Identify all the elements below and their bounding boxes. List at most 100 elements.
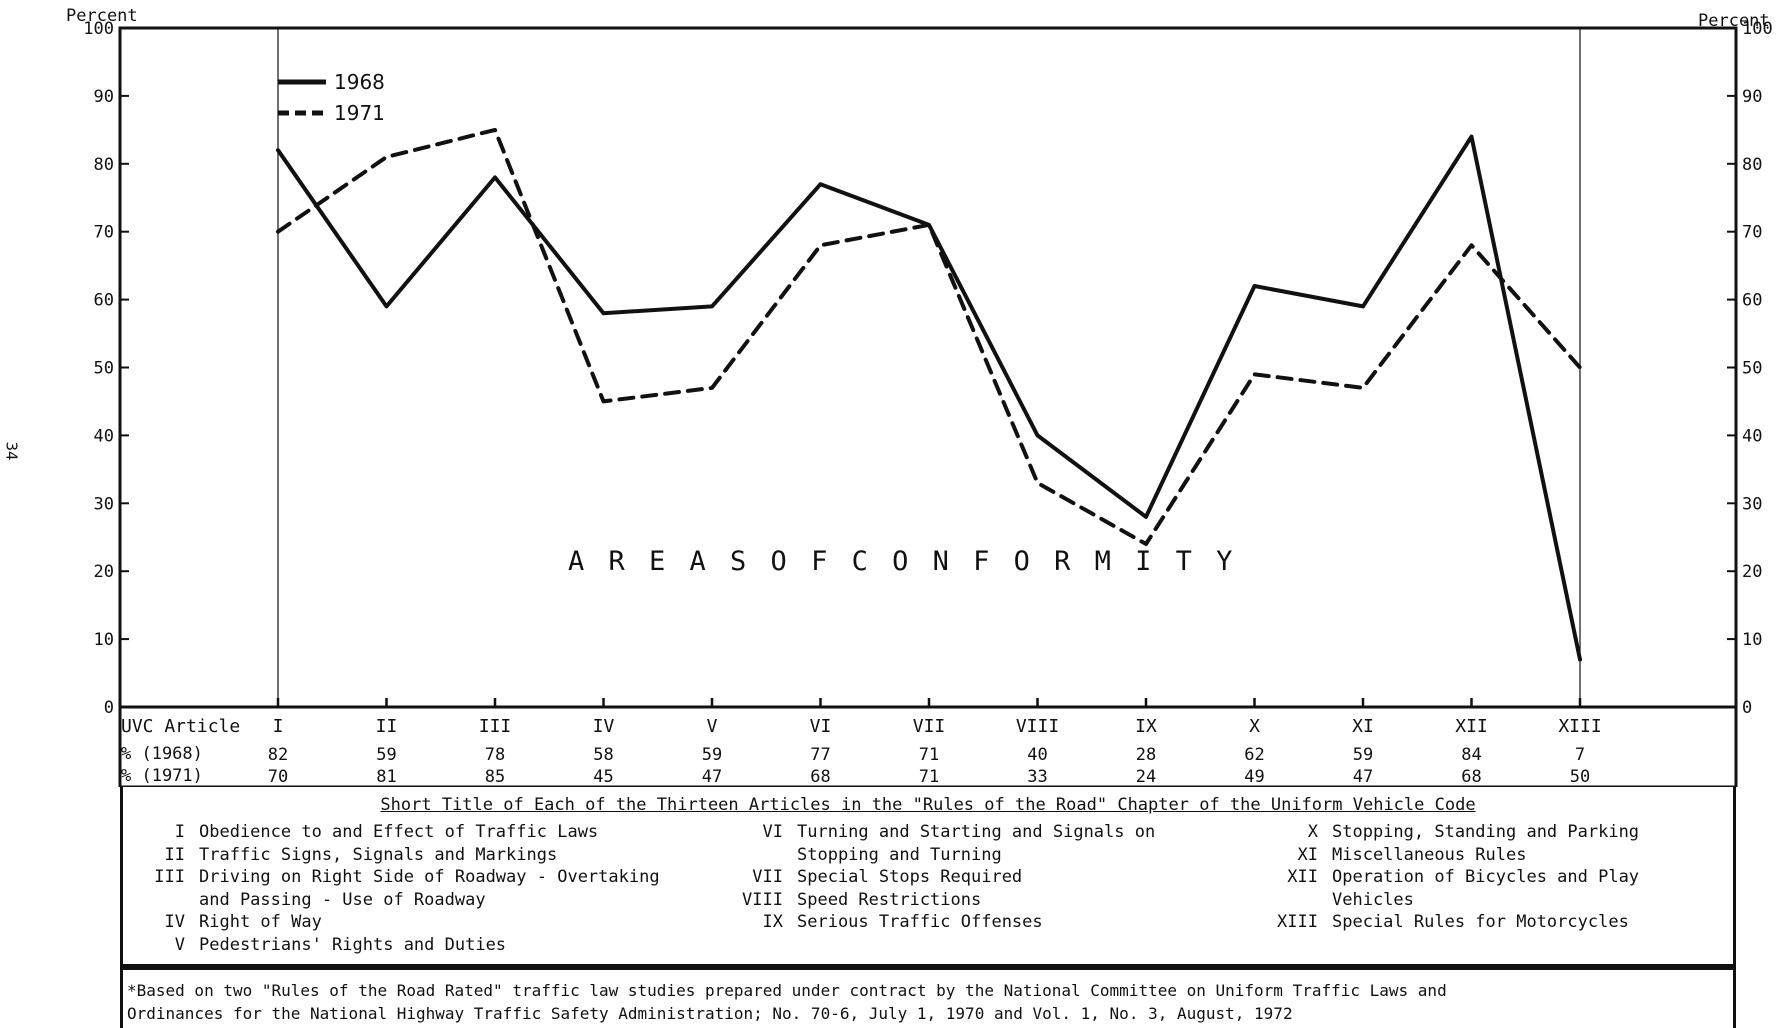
table-1971-value: 49 <box>1244 767 1264 787</box>
table-article-V: V <box>707 716 718 737</box>
legend-entry-number <box>718 844 797 867</box>
legend-entry: and Passing - Use of Roadway <box>123 889 660 912</box>
y-tick-label-left: 70 <box>94 223 114 243</box>
legend-entry: X Stopping, Standing and Parking <box>1243 821 1639 844</box>
legend-entry-number: IX <box>762 912 783 932</box>
legend-entry-text: Turning and Starting and Signals on <box>797 822 1156 842</box>
legend-entry: XII Operation of Bicycles and Play <box>1243 866 1639 889</box>
series-line-1971 <box>276 127 1582 546</box>
y-tick-label-right: 0 <box>1742 698 1752 718</box>
legend-entry-number <box>1243 889 1332 912</box>
table-1971-value: 68 <box>1461 767 1481 787</box>
legend-entry-number: IV <box>164 912 185 932</box>
legend-column-3: X Stopping, Standing and Parking XI Miscell… <box>1243 821 1639 934</box>
table-article-XI: XI <box>1352 716 1374 737</box>
table-1968-value: 77 <box>810 745 830 765</box>
legend-entry: Stopping and Turning <box>718 844 1155 867</box>
y-tick-label-left: 30 <box>94 494 114 514</box>
legend-entry-text: Driving on Right Side of Roadway - Overt… <box>199 867 660 887</box>
table-1968-value: 59 <box>702 745 722 765</box>
table-1968-value: 7 <box>1575 745 1585 765</box>
y-tick-label-right: 80 <box>1742 155 1762 175</box>
table-1968-value: 84 <box>1461 745 1481 765</box>
table-1971-value: 47 <box>702 767 722 787</box>
legend-label-1971: 1971 <box>334 101 385 125</box>
y-tick-label-right: 70 <box>1742 223 1762 243</box>
legend-entry: II Traffic Signs, Signals and Markings <box>123 844 660 867</box>
legend-entry-text: Special Stops Required <box>797 867 1023 887</box>
y-axis-label-right: Percent <box>1698 11 1770 31</box>
legend-entry-text: Obedience to and Effect of Traffic Laws <box>199 822 599 842</box>
y-tick-label-left: 90 <box>94 87 114 107</box>
table-article-X: X <box>1249 716 1260 737</box>
table-1971-value: 81 <box>376 767 396 787</box>
footnote-text: *Based on two "Rules of the Road Rated" … <box>127 979 1447 1025</box>
y-tick-label-left: 0 <box>104 698 114 718</box>
legend-entry-text: Speed Restrictions <box>797 889 982 910</box>
y-tick-label-right: 100 <box>1742 19 1773 39</box>
legend-entry-number: XIII <box>1277 912 1318 932</box>
table-article-II: II <box>376 716 398 737</box>
legend-entry-text: Special Rules for Motorcycles <box>1332 912 1629 932</box>
legend-column-1: I Obedience to and Effect of Traffic Laws… <box>123 821 660 957</box>
legend-entry-number: XII <box>1287 867 1318 887</box>
y-tick-label-right: 30 <box>1742 494 1762 514</box>
y-tick-label-right: 40 <box>1742 426 1762 446</box>
legend-entry: IX Serious Traffic Offenses <box>718 911 1155 934</box>
table-1971-value: 50 <box>1570 767 1590 787</box>
line-chart: 0 0 10 10 20 20 30 30 40 40 50 50 60 60 70 70 80 80 90 90 10… <box>66 6 1773 787</box>
table-article-I: I <box>273 716 284 737</box>
table-article-VII: VII <box>913 716 946 737</box>
y-tick-label-left: 20 <box>94 562 114 582</box>
legend-entry: IV Right of Way <box>123 911 660 934</box>
y-tick-label-left: 10 <box>94 630 114 650</box>
table-article-XII: XII <box>1455 716 1488 737</box>
footnote-box: *Based on two "Rules of the Road Rated" … <box>120 967 1736 1028</box>
legend-entry: XI Miscellaneous Rules <box>1243 844 1639 867</box>
legend-entry-number: II <box>164 844 185 865</box>
table-1968-value: 59 <box>376 745 396 765</box>
legend-entry: VII Special Stops Required <box>718 866 1155 889</box>
legend-entry-number: X <box>1307 822 1318 842</box>
y-tick-label-right: 90 <box>1742 87 1762 107</box>
table-1971-value: 71 <box>919 767 939 787</box>
legend-entry-number <box>123 889 199 912</box>
legend-entry-text: Stopping, Standing and Parking <box>1332 822 1640 842</box>
table-1971-value: 45 <box>593 767 613 787</box>
legend-entry-text: Stopping and Turning <box>797 844 1002 865</box>
table-1968-value: 62 <box>1244 745 1264 765</box>
table-header-label: UVC Article <box>121 716 240 737</box>
y-tick-label-right: 50 <box>1742 359 1762 379</box>
legend-entry: III Driving on Right Side of Roadway - Ov… <box>123 866 660 889</box>
table-1971-value: 33 <box>1027 767 1047 787</box>
legend-entry: XIII Special Rules for Motorcycles <box>1243 911 1639 934</box>
legend-column-2: VI Turning and Starting and Signals on Sto… <box>718 821 1155 934</box>
legend-entry-text: Right of Way <box>199 912 322 932</box>
y-tick-label-left: 60 <box>94 291 114 311</box>
legend-title: Short Title of Each of the Thirteen Arti… <box>380 795 1476 815</box>
legend-entry: I Obedience to and Effect of Traffic Laws <box>123 821 660 844</box>
legend-entry-text: and Passing - Use of Roadway <box>199 889 486 910</box>
table-1968-value: 40 <box>1027 745 1047 765</box>
table-article-VIII: VIII <box>1016 716 1059 737</box>
legend-entry-number: VII <box>752 867 783 887</box>
legend-entry-text: Miscellaneous Rules <box>1332 844 1527 865</box>
legend-entry-number: I <box>174 822 185 842</box>
table-1968-value: 82 <box>268 745 288 765</box>
table-1971-value: 85 <box>485 767 505 787</box>
y-tick-label-left: 80 <box>94 155 114 175</box>
legend-entry: V Pedestrians' Rights and Duties <box>123 934 660 957</box>
table-1968-value: 78 <box>485 745 505 765</box>
table-1968-value: 71 <box>919 745 939 765</box>
y-tick-label-left: 100 <box>83 19 114 39</box>
legend-entry-number: XI <box>1297 844 1318 865</box>
legend-entry-number: VI <box>762 822 783 842</box>
table-article-VI: VI <box>810 716 832 737</box>
table-article-IV: IV <box>593 716 615 737</box>
footnote-line-2: Ordinances for the National Highway Traf… <box>127 1004 1293 1023</box>
y-tick-label-right: 20 <box>1742 562 1762 582</box>
table-1971-value: 24 <box>1136 767 1156 787</box>
y-axis-label-left: Percent <box>66 6 138 26</box>
y-tick-label-left: 40 <box>94 426 114 446</box>
chart-annotation: A R E A S O F C O N F O R M I T Y <box>568 546 1236 577</box>
